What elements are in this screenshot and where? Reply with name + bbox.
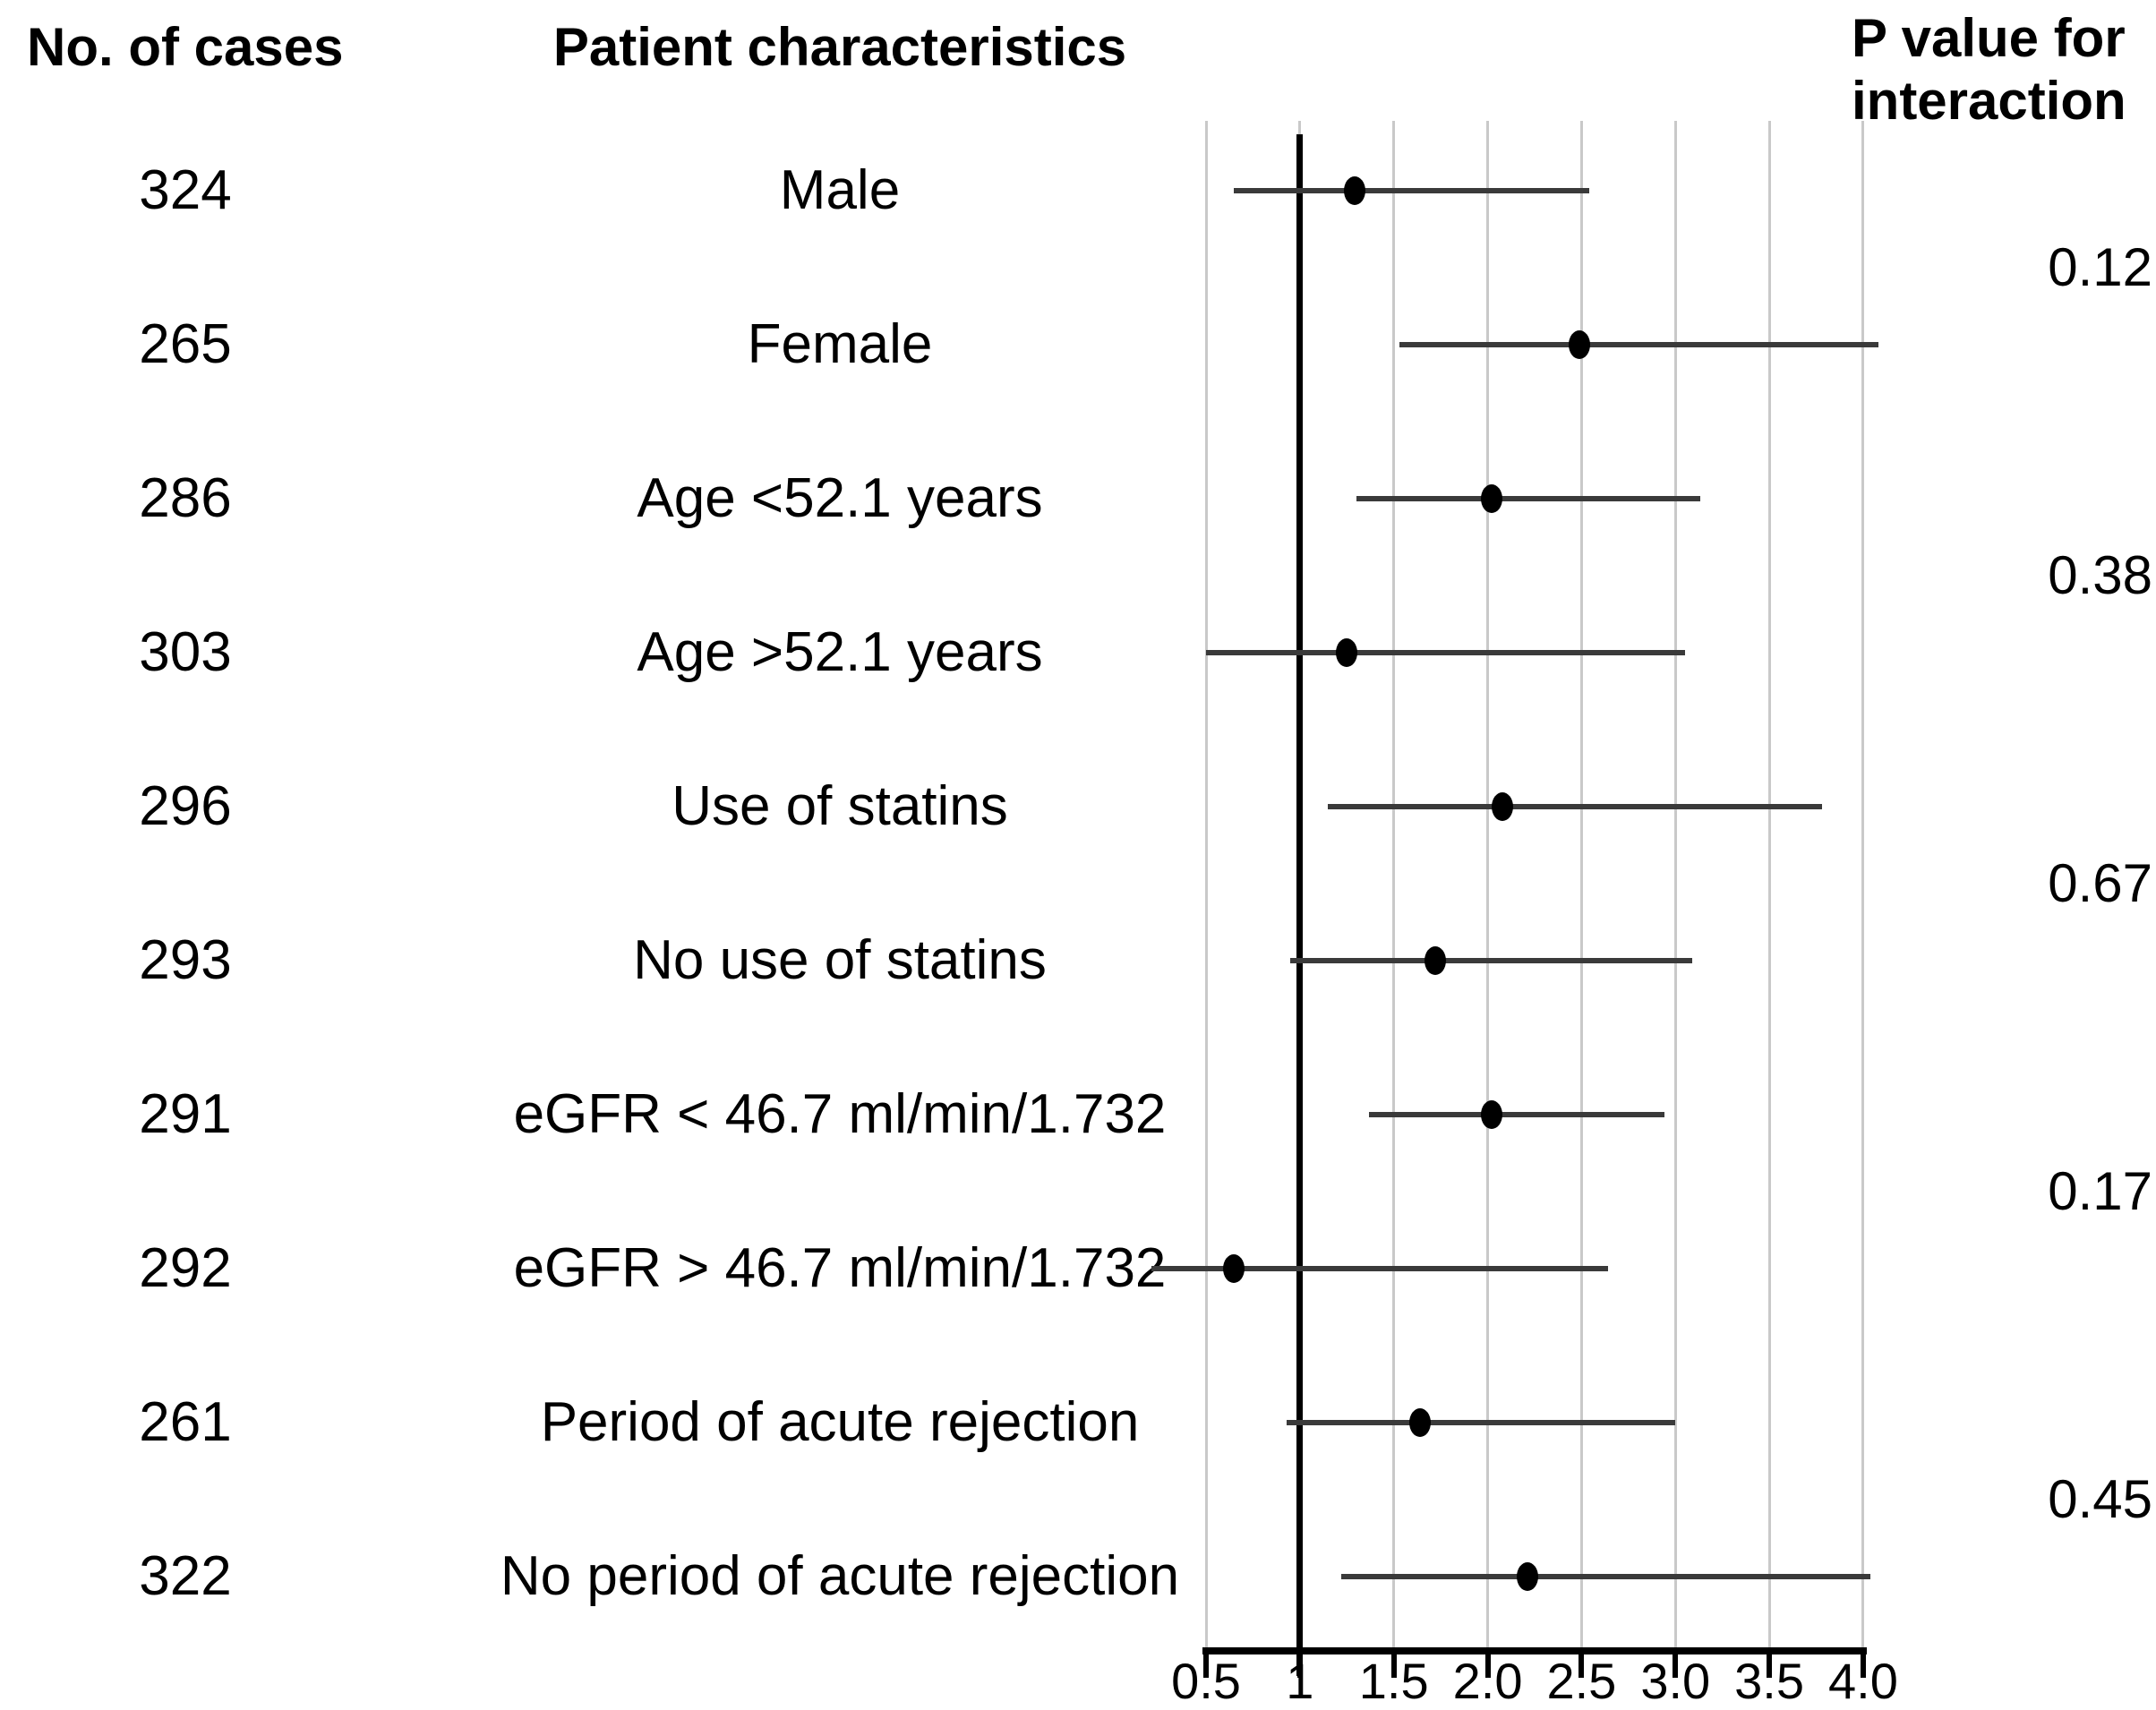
confidence-interval-line [1290, 958, 1693, 963]
confidence-interval-line [1328, 804, 1822, 809]
confidence-interval-line [1206, 650, 1685, 655]
x-axis-tick-label-1.5: 1.5 [1358, 1653, 1429, 1709]
confidence-interval-line [1287, 1420, 1676, 1425]
cases-column-header: No. of cases [27, 17, 344, 77]
x-axis-tick-2.0 [1484, 1647, 1491, 1678]
gridline-2.0 [1486, 121, 1490, 1647]
x-axis-tick-2.5 [1578, 1647, 1585, 1678]
point-estimate-marker [1516, 1562, 1538, 1591]
row-cases: 261 [139, 1391, 232, 1453]
row-characteristic-label: Period of acute rejection [540, 1391, 1140, 1453]
x-axis-tick-label-3.0: 3.0 [1640, 1653, 1711, 1709]
confidence-interval-line [1234, 188, 1589, 193]
point-estimate-marker [1336, 638, 1358, 667]
x-axis-tick-label-3.5: 3.5 [1734, 1653, 1805, 1709]
point-estimate-marker [1223, 1254, 1245, 1283]
confidence-interval-line [1369, 1112, 1664, 1117]
gridline-0.5 [1204, 121, 1208, 1647]
reference-line [1296, 134, 1304, 1676]
gridline-3.0 [1673, 121, 1677, 1647]
row-cases: 286 [139, 467, 232, 529]
row-cases: 324 [139, 159, 232, 221]
x-axis-tick-label-2.0: 2.0 [1452, 1653, 1523, 1709]
row-characteristic-label: Use of statins [672, 775, 1008, 837]
confidence-interval-line [1151, 1266, 1608, 1271]
x-axis-tick-3.0 [1673, 1647, 1679, 1678]
point-estimate-marker [1492, 792, 1514, 821]
x-axis-tick-label-2.5: 2.5 [1546, 1653, 1617, 1709]
row-cases: 291 [139, 1083, 232, 1145]
row-characteristic-label: Female [747, 313, 933, 375]
confidence-interval-line [1399, 342, 1878, 347]
point-estimate-marker [1480, 1100, 1502, 1129]
confidence-interval-line [1340, 1574, 1871, 1579]
x-axis-tick-4.0 [1860, 1647, 1866, 1678]
p-value-for-interaction: 0.67 [2048, 853, 2152, 913]
p-value-for-interaction: 0.38 [2048, 545, 2152, 605]
x-axis-tick-3.5 [1767, 1647, 1773, 1678]
p-value-for-interaction: 0.17 [2048, 1161, 2152, 1221]
gridline-4.0 [1861, 121, 1865, 1647]
pvalue-column-header-line2: interaction [1852, 71, 2126, 131]
x-axis-tick-label-0.5: 0.5 [1171, 1653, 1241, 1709]
confidence-interval-line [1356, 496, 1700, 501]
row-characteristic-label: Male [779, 159, 901, 221]
x-axis-tick-label-4.0: 4.0 [1828, 1653, 1898, 1709]
point-estimate-marker [1569, 330, 1591, 359]
row-cases: 296 [139, 775, 232, 837]
row-cases: 303 [139, 621, 232, 683]
x-axis-tick-1.5 [1390, 1647, 1397, 1678]
gridline-2.5 [1579, 121, 1583, 1647]
point-estimate-marker [1480, 484, 1502, 513]
pvalue-column-header-line1: P value for [1852, 8, 2126, 68]
point-estimate-marker [1409, 1408, 1432, 1437]
row-characteristic-label: Age >52.1 years [637, 621, 1043, 683]
row-cases: 293 [139, 929, 232, 991]
characteristics-column-header: Patient characteristics [552, 17, 1127, 77]
row-characteristic-label: No period of acute rejection [500, 1545, 1180, 1607]
row-characteristic-label: Age <52.1 years [637, 467, 1043, 529]
row-cases: 265 [139, 313, 232, 375]
row-characteristic-label: eGFR < 46.7 ml/min/1.732 [513, 1083, 1167, 1145]
p-value-for-interaction: 0.12 [2048, 237, 2152, 297]
gridline-3.5 [1767, 121, 1771, 1647]
point-estimate-marker [1343, 176, 1365, 205]
row-characteristic-label: eGFR > 46.7 ml/min/1.732 [513, 1237, 1167, 1299]
point-estimate-marker [1424, 946, 1446, 975]
p-value-for-interaction: 0.45 [2048, 1469, 2152, 1529]
row-cases: 292 [139, 1237, 232, 1299]
row-cases: 322 [139, 1545, 232, 1607]
gridline-1.5 [1392, 121, 1396, 1647]
x-axis-line [1202, 1647, 1867, 1654]
row-characteristic-label: No use of statins [633, 929, 1047, 991]
x-axis-tick-0.5 [1203, 1647, 1209, 1678]
